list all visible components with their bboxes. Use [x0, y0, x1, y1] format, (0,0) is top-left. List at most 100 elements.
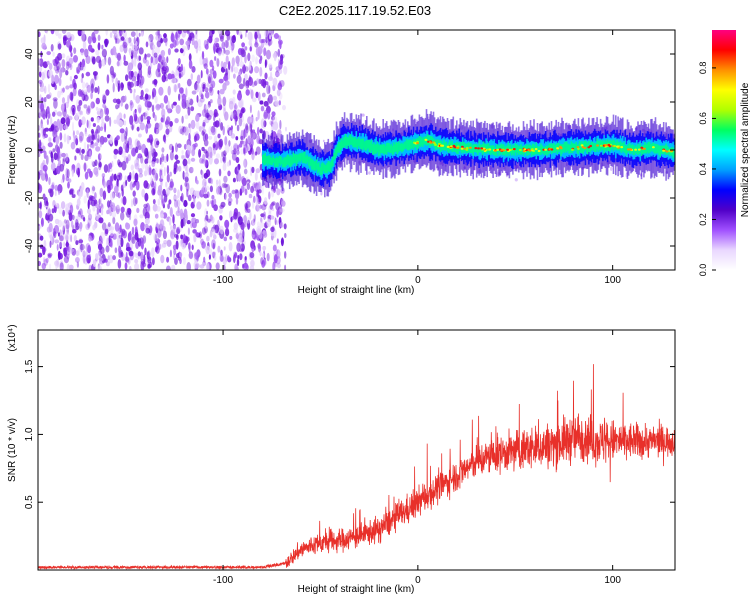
noise-speckle [73, 190, 75, 195]
noise-speckle [234, 263, 238, 270]
noise-speckle [196, 263, 200, 269]
noise-speckle [110, 233, 114, 239]
noise-speckle [137, 251, 141, 257]
noise-speckle [42, 128, 47, 136]
snr-series-line [38, 364, 675, 570]
noise-speckle [231, 111, 234, 119]
noise-speckle [223, 104, 226, 111]
noise-speckle [104, 39, 108, 48]
noise-speckle [92, 259, 96, 267]
noise-speckle [228, 100, 234, 110]
noise-speckle [179, 38, 185, 46]
noise-speckle [281, 200, 286, 207]
noise-speckle [187, 158, 191, 165]
noise-speckle [219, 35, 224, 42]
noise-speckle [117, 52, 121, 61]
noise-speckle [107, 255, 110, 261]
noise-speckle [158, 86, 164, 96]
noise-speckle [140, 240, 144, 250]
noise-speckle [129, 115, 134, 125]
noise-speckle [134, 172, 139, 183]
noise-speckle [107, 56, 112, 66]
noise-speckle [105, 89, 110, 96]
noise-speckle [172, 101, 177, 106]
noise-speckle [148, 134, 153, 140]
noise-speckle [261, 185, 264, 195]
noise-speckle [176, 228, 181, 235]
noise-speckle [54, 84, 57, 91]
peak-speckle [559, 147, 563, 150]
noise-speckle [57, 232, 61, 237]
noise-speckle [260, 78, 265, 87]
noise-speckle [176, 65, 181, 71]
y-tick-label: 1.5 [24, 359, 35, 373]
noise-speckle [59, 262, 64, 270]
noise-speckle [154, 127, 160, 135]
noise-speckle [194, 252, 200, 260]
noise-speckle [259, 204, 263, 209]
noise-speckle [120, 237, 124, 248]
noise-speckle [99, 231, 105, 242]
noise-speckle [75, 113, 78, 122]
noise-speckle [91, 160, 94, 166]
noise-speckle [154, 213, 159, 219]
noise-speckle [137, 116, 143, 124]
noise-speckle [116, 60, 120, 67]
noise-speckle [263, 197, 268, 205]
noise-speckle [120, 83, 124, 89]
noise-speckle [121, 251, 124, 258]
noise-speckle [186, 188, 189, 198]
noise-speckle [65, 224, 70, 231]
peak-speckle [500, 149, 504, 152]
noise-speckle [119, 128, 125, 134]
noise-speckle [238, 232, 243, 243]
noise-speckle [117, 181, 120, 190]
noise-speckle [218, 138, 224, 148]
noise-speckle [250, 116, 255, 125]
noise-speckle [68, 212, 73, 222]
noise-speckle [272, 77, 278, 87]
noise-speckle [134, 162, 140, 170]
noise-speckle [216, 186, 221, 195]
noise-speckle [184, 114, 189, 120]
noise-speckle [165, 38, 168, 47]
noise-speckle [176, 30, 181, 38]
noise-speckle [243, 158, 246, 169]
noise-speckle [193, 40, 199, 49]
noise-speckle [96, 138, 100, 143]
noise-speckle [109, 175, 113, 186]
noise-speckle [99, 108, 104, 119]
noise-speckle [76, 130, 80, 136]
noise-speckle [133, 57, 137, 67]
noise-speckle [257, 46, 263, 55]
noise-speckle [134, 108, 137, 114]
noise-speckle [160, 213, 165, 219]
noise-speckle [191, 148, 196, 157]
noise-speckle [148, 150, 152, 159]
noise-speckle [212, 142, 216, 149]
noise-speckle [70, 141, 76, 150]
noise-speckle [76, 198, 81, 207]
noise-speckle [42, 61, 48, 69]
noise-speckle [206, 210, 208, 215]
noise-speckle [254, 38, 258, 46]
noise-speckle [171, 145, 174, 153]
noise-speckle [229, 235, 233, 240]
noise-speckle [259, 66, 263, 77]
noise-speckle [139, 95, 144, 100]
noise-speckle [146, 151, 149, 161]
noise-speckle [274, 217, 277, 226]
peak-speckle [629, 148, 632, 151]
noise-speckle [87, 213, 93, 221]
noise-speckle [219, 225, 224, 235]
noise-speckle [256, 126, 260, 136]
noise-speckle [76, 250, 79, 257]
noise-speckle [258, 58, 262, 64]
noise-speckle [58, 190, 60, 195]
peak-speckle [537, 149, 541, 153]
peak-speckle [550, 148, 554, 151]
noise-speckle [116, 204, 120, 210]
noise-speckle [157, 198, 161, 206]
noise-speckle [40, 217, 44, 227]
noise-speckle [74, 155, 77, 161]
